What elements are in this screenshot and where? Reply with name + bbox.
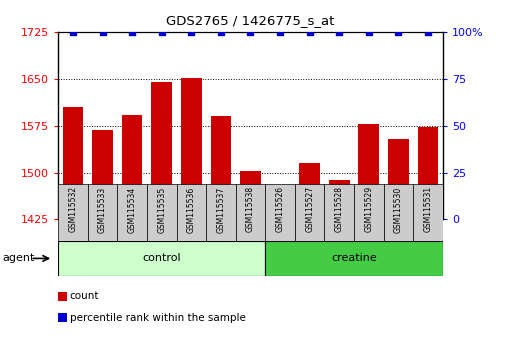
Bar (240, 171, 260, 219)
Bar (206, 184, 235, 241)
Text: GSM115532: GSM115532 (68, 186, 77, 233)
Text: GSM115526: GSM115526 (275, 186, 284, 233)
Text: GSM115528: GSM115528 (334, 186, 343, 232)
Bar (117, 184, 146, 241)
Point (275, 29, 283, 35)
Bar (265, 184, 294, 241)
Point (364, 29, 372, 35)
Bar (58, 241, 265, 276)
Point (98, 29, 107, 35)
Text: GSM115535: GSM115535 (157, 186, 166, 233)
Bar (151, 82, 172, 219)
Point (305, 29, 313, 35)
Text: GSM115534: GSM115534 (127, 186, 136, 233)
Point (246, 29, 254, 35)
Bar (58, 184, 87, 241)
Point (393, 29, 401, 35)
Bar (358, 124, 378, 219)
Bar (328, 180, 349, 219)
Bar (354, 184, 383, 241)
Text: GSM115531: GSM115531 (423, 186, 432, 233)
Bar (413, 184, 442, 241)
Bar (92, 130, 113, 219)
Point (128, 29, 136, 35)
Text: GSM115533: GSM115533 (98, 186, 107, 233)
Bar (298, 163, 319, 219)
Bar (58, 313, 67, 322)
Bar (146, 184, 176, 241)
Bar (63, 107, 83, 219)
Bar (122, 115, 142, 219)
Text: GSM115527: GSM115527 (305, 186, 314, 233)
Bar (176, 184, 206, 241)
Bar (265, 241, 442, 276)
Text: control: control (142, 253, 181, 263)
Bar (383, 184, 413, 241)
Text: GSM115530: GSM115530 (393, 186, 402, 233)
Bar (181, 78, 201, 219)
Text: agent: agent (3, 253, 35, 263)
Bar (210, 116, 231, 219)
Text: GSM115538: GSM115538 (245, 186, 255, 233)
Bar (58, 292, 67, 301)
Point (423, 29, 431, 35)
Bar (269, 209, 290, 219)
Bar (87, 184, 117, 241)
Text: GSM115529: GSM115529 (364, 186, 373, 233)
Text: GDS2765 / 1426775_s_at: GDS2765 / 1426775_s_at (166, 14, 334, 27)
Bar (235, 184, 265, 241)
Point (187, 29, 195, 35)
Point (334, 29, 342, 35)
Text: count: count (70, 291, 99, 301)
Bar (387, 139, 408, 219)
Point (158, 29, 166, 35)
Bar (294, 184, 324, 241)
Text: GSM115536: GSM115536 (186, 186, 195, 233)
Point (217, 29, 225, 35)
Text: percentile rank within the sample: percentile rank within the sample (70, 313, 245, 322)
Point (69, 29, 77, 35)
Bar (324, 184, 353, 241)
Bar (417, 127, 437, 219)
Text: creatine: creatine (330, 253, 376, 263)
Text: GSM115537: GSM115537 (216, 186, 225, 233)
